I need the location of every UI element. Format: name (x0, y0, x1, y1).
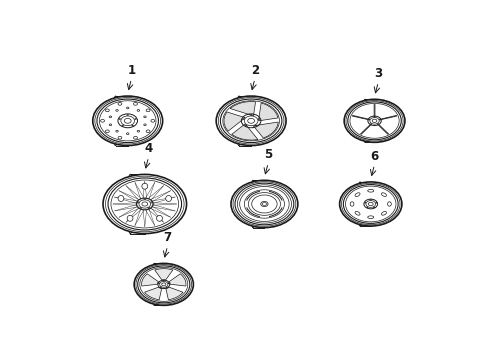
Ellipse shape (105, 109, 109, 112)
Ellipse shape (248, 118, 254, 123)
Ellipse shape (142, 202, 147, 206)
Polygon shape (145, 287, 162, 300)
Polygon shape (232, 124, 258, 140)
Text: 7: 7 (164, 231, 171, 244)
Ellipse shape (103, 174, 187, 234)
Ellipse shape (355, 193, 360, 197)
Ellipse shape (109, 124, 112, 126)
Polygon shape (142, 274, 158, 286)
Polygon shape (166, 287, 183, 300)
Ellipse shape (126, 133, 129, 135)
Ellipse shape (144, 124, 146, 126)
Polygon shape (253, 122, 278, 138)
Ellipse shape (344, 99, 405, 142)
Text: 5: 5 (264, 148, 272, 161)
Ellipse shape (134, 103, 137, 105)
Ellipse shape (118, 103, 122, 105)
Ellipse shape (93, 96, 163, 145)
Ellipse shape (250, 114, 252, 116)
Ellipse shape (134, 136, 137, 139)
Ellipse shape (137, 130, 140, 132)
Polygon shape (155, 269, 173, 280)
Ellipse shape (162, 283, 166, 286)
Ellipse shape (122, 125, 123, 126)
Ellipse shape (377, 123, 378, 125)
Ellipse shape (381, 193, 387, 197)
Ellipse shape (151, 202, 152, 203)
Ellipse shape (365, 202, 366, 203)
Ellipse shape (127, 215, 133, 221)
Ellipse shape (127, 114, 128, 116)
Ellipse shape (151, 120, 155, 122)
Ellipse shape (160, 287, 161, 288)
Polygon shape (169, 274, 186, 286)
Ellipse shape (116, 109, 118, 111)
Ellipse shape (381, 211, 387, 215)
Ellipse shape (134, 264, 194, 305)
Text: 2: 2 (251, 64, 259, 77)
Ellipse shape (124, 118, 131, 123)
Ellipse shape (146, 130, 150, 132)
Ellipse shape (166, 287, 167, 288)
Polygon shape (230, 102, 256, 116)
Ellipse shape (368, 189, 374, 192)
Ellipse shape (231, 180, 298, 228)
Ellipse shape (388, 202, 392, 206)
Ellipse shape (216, 96, 286, 145)
Ellipse shape (116, 130, 118, 132)
Ellipse shape (119, 118, 121, 120)
Ellipse shape (158, 283, 160, 284)
Ellipse shape (261, 201, 268, 207)
Ellipse shape (166, 195, 171, 202)
Ellipse shape (350, 202, 354, 206)
Ellipse shape (157, 215, 163, 221)
Ellipse shape (340, 182, 402, 226)
Polygon shape (259, 103, 278, 121)
Ellipse shape (258, 118, 260, 120)
Ellipse shape (137, 202, 139, 203)
Ellipse shape (100, 120, 104, 122)
Ellipse shape (263, 203, 267, 206)
Ellipse shape (146, 109, 150, 112)
Ellipse shape (142, 183, 147, 189)
Text: 4: 4 (145, 142, 153, 155)
Ellipse shape (105, 130, 109, 132)
Ellipse shape (118, 195, 124, 202)
Ellipse shape (148, 207, 150, 209)
Text: 1: 1 (127, 64, 136, 77)
Ellipse shape (373, 207, 375, 208)
Ellipse shape (374, 116, 375, 117)
Ellipse shape (144, 116, 146, 118)
Ellipse shape (368, 216, 374, 219)
Ellipse shape (379, 119, 381, 120)
Text: 6: 6 (370, 150, 379, 163)
Ellipse shape (370, 199, 371, 200)
Ellipse shape (255, 125, 257, 126)
Ellipse shape (376, 202, 377, 203)
Ellipse shape (137, 109, 140, 111)
Polygon shape (224, 112, 245, 131)
Ellipse shape (126, 107, 129, 109)
Ellipse shape (140, 207, 142, 209)
Ellipse shape (132, 125, 133, 126)
Ellipse shape (368, 119, 370, 120)
Ellipse shape (372, 119, 377, 122)
Ellipse shape (245, 125, 247, 126)
Ellipse shape (355, 211, 360, 215)
Ellipse shape (135, 118, 136, 120)
Text: 3: 3 (374, 67, 382, 80)
Ellipse shape (163, 280, 164, 281)
Ellipse shape (243, 118, 244, 120)
Ellipse shape (368, 202, 373, 206)
Ellipse shape (118, 136, 122, 139)
Ellipse shape (367, 207, 368, 208)
Ellipse shape (109, 116, 112, 118)
Ellipse shape (168, 283, 169, 284)
Ellipse shape (144, 198, 146, 199)
Ellipse shape (370, 123, 372, 125)
